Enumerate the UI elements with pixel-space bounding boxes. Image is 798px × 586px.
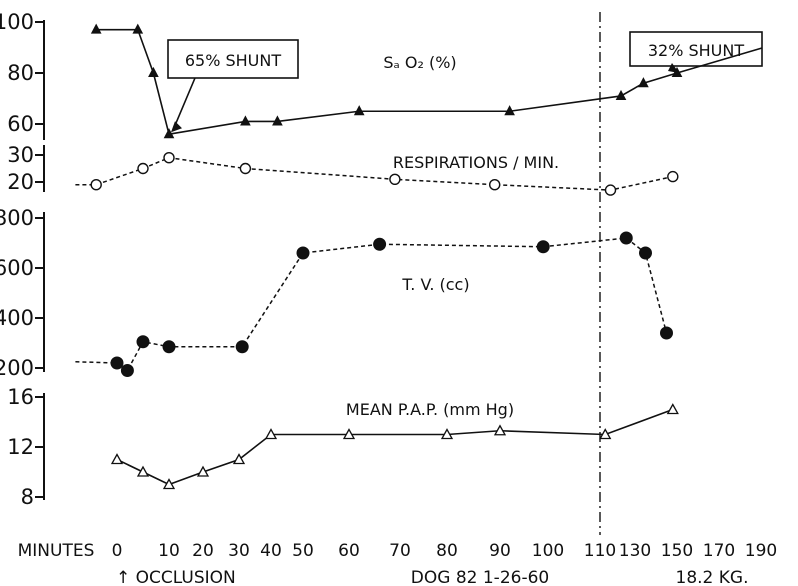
shunt-65-box	[167, 39, 299, 79]
series-line	[75, 156, 673, 191]
x-tick-label: 70	[389, 541, 411, 561]
data-point	[660, 326, 673, 340]
series-label: T. V. (cc)	[401, 275, 469, 294]
shunt-32-arrow	[676, 47, 763, 74]
data-point	[90, 23, 102, 34]
x-tick-label: 60	[338, 541, 360, 561]
data-point	[240, 115, 251, 126]
x-tick-label: 190	[745, 541, 777, 561]
x-tick-label: 110	[584, 541, 616, 561]
data-point	[235, 340, 249, 354]
x-tick-label: 30	[228, 541, 250, 561]
x-tick-label: 130	[619, 541, 651, 561]
data-point	[619, 231, 633, 245]
x-tick-label: 10	[158, 541, 180, 561]
y-tick-label: 16	[7, 385, 34, 409]
data-point	[162, 340, 176, 354]
x-tick-label: 80	[436, 541, 458, 561]
occlusion-label: ↑ OCCLUSION	[116, 568, 236, 586]
weight-label: 18.2 KG.	[676, 568, 749, 586]
y-tick-label: 80	[7, 61, 34, 85]
y-tick-label: 100	[0, 10, 34, 34]
data-point	[136, 465, 150, 477]
x-tick-label: 90	[489, 541, 511, 561]
shunt-65-arrowhead	[171, 121, 182, 133]
data-point	[132, 23, 144, 34]
y-tick-label: 200	[0, 356, 34, 380]
y-tick-label: 30	[7, 143, 34, 167]
data-point	[272, 115, 283, 126]
y-tick-label: 60	[7, 112, 34, 136]
data-point	[489, 178, 501, 191]
data-point	[599, 428, 612, 440]
data-point	[440, 428, 454, 440]
x-tick-label: 50	[292, 541, 314, 561]
axes	[35, 12, 601, 535]
data-point	[162, 478, 176, 490]
x-tick-label: 20	[192, 541, 214, 561]
x-tick-label: 150	[661, 541, 693, 561]
data-point	[504, 105, 515, 116]
chart-marks	[75, 23, 683, 490]
data-point	[163, 151, 175, 164]
data-point	[373, 237, 387, 251]
data-point	[493, 424, 507, 436]
series-2	[75, 151, 679, 196]
series-label: Sₐ O₂ (%)	[383, 53, 456, 72]
series-label: RESPIRATIONS / MIN.	[393, 153, 559, 172]
data-point	[638, 77, 649, 88]
data-point	[604, 184, 617, 196]
shunt-65-arrow	[172, 77, 196, 131]
data-point	[536, 240, 550, 254]
data-point	[239, 162, 252, 175]
series-3	[75, 231, 673, 377]
data-point	[136, 335, 150, 349]
y-tick-label: 800	[0, 206, 34, 230]
data-point	[639, 246, 652, 260]
data-point	[296, 246, 310, 260]
data-point	[196, 465, 210, 477]
shunt-32-label: 32% SHUNT	[648, 41, 745, 60]
data-point	[120, 364, 134, 377]
x-tick-label: 0	[112, 541, 123, 561]
data-point	[342, 428, 356, 440]
data-point	[137, 162, 149, 175]
dog-id-label: DOG 82 1-26-60	[411, 568, 549, 586]
x-tick-label: 170	[703, 541, 735, 561]
data-point	[163, 128, 175, 139]
series-1	[90, 23, 683, 139]
shunt-32-box	[629, 31, 763, 67]
data-point	[264, 428, 278, 440]
x-tick-label: 100	[532, 541, 564, 561]
y-tick-label: 600	[0, 256, 34, 280]
data-point	[110, 453, 124, 465]
data-point	[615, 89, 627, 100]
data-point	[353, 105, 365, 116]
series-4	[110, 403, 679, 490]
data-point	[148, 66, 159, 77]
y-tick-label: 20	[7, 170, 34, 194]
x-axis-label: MINUTES	[18, 541, 95, 561]
y-tick-label: 8	[21, 485, 34, 509]
shunt-65-label: 65% SHUNT	[185, 51, 282, 70]
y-tick-label: 400	[0, 306, 34, 330]
data-point	[389, 173, 401, 186]
data-point	[667, 170, 679, 183]
data-point	[232, 453, 246, 465]
data-point	[110, 356, 124, 370]
shunt-32-arrowhead	[668, 63, 679, 73]
series-label: MEAN P.A.P. (mm Hg)	[346, 400, 514, 419]
y-tick-label: 12	[7, 435, 34, 459]
data-point	[90, 178, 102, 191]
data-point	[666, 403, 679, 415]
x-tick-label: 40	[260, 541, 282, 561]
